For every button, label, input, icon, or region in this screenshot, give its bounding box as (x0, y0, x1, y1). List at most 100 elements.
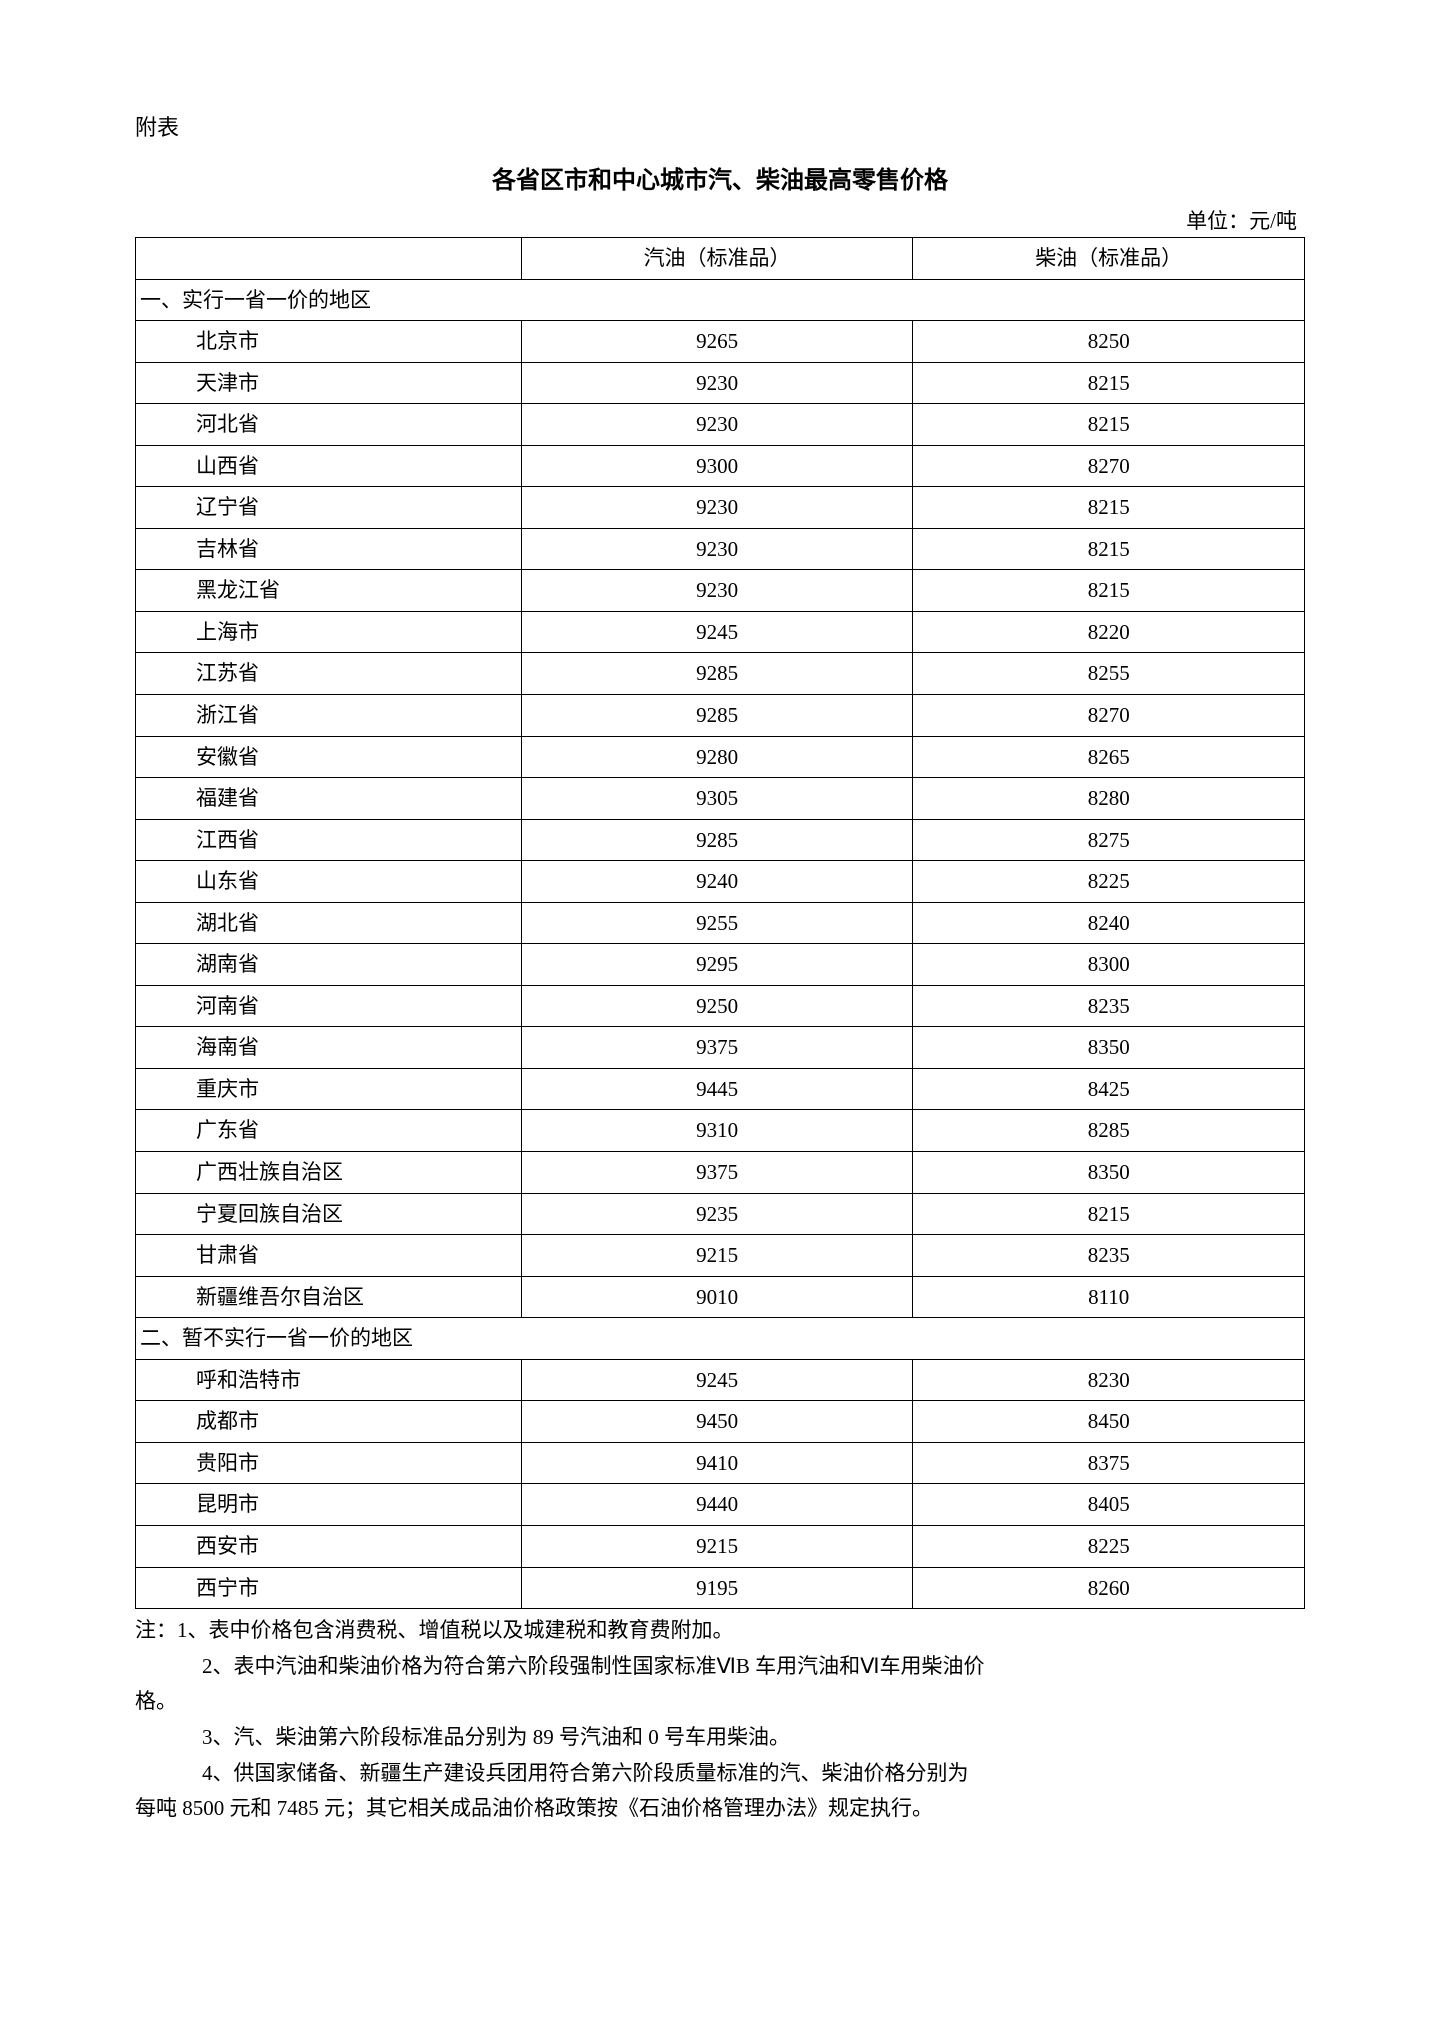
gasoline-cell: 9010 (521, 1276, 913, 1318)
gasoline-cell: 9450 (521, 1401, 913, 1443)
gasoline-cell: 9375 (521, 1152, 913, 1194)
gasoline-cell: 9310 (521, 1110, 913, 1152)
diesel-cell: 8275 (913, 819, 1305, 861)
diesel-cell: 8350 (913, 1027, 1305, 1069)
table-row: 河南省92508235 (136, 985, 1305, 1027)
region-cell: 河北省 (136, 404, 522, 446)
diesel-cell: 8255 (913, 653, 1305, 695)
diesel-cell: 8300 (913, 944, 1305, 986)
diesel-cell: 8215 (913, 487, 1305, 529)
diesel-cell: 8280 (913, 778, 1305, 820)
region-cell: 江西省 (136, 819, 522, 861)
section-header-row: 二、暂不实行一省一价的地区 (136, 1318, 1305, 1360)
table-row: 贵阳市94108375 (136, 1442, 1305, 1484)
gasoline-cell: 9410 (521, 1442, 913, 1484)
gasoline-cell: 9285 (521, 653, 913, 695)
region-cell: 海南省 (136, 1027, 522, 1069)
gasoline-cell: 9235 (521, 1193, 913, 1235)
table-row: 西安市92158225 (136, 1525, 1305, 1567)
table-row: 上海市92458220 (136, 611, 1305, 653)
diesel-cell: 8350 (913, 1152, 1305, 1194)
diesel-cell: 8225 (913, 861, 1305, 903)
diesel-cell: 8220 (913, 611, 1305, 653)
diesel-cell: 8215 (913, 528, 1305, 570)
table-row: 福建省93058280 (136, 778, 1305, 820)
note-label: 注： (135, 1613, 177, 1649)
gasoline-cell: 9255 (521, 902, 913, 944)
diesel-cell: 8240 (913, 902, 1305, 944)
diesel-cell: 8270 (913, 445, 1305, 487)
note-4: 4、供国家储备、新疆生产建设兵团用符合第六阶段质量标准的汽、柴油价格分别为 (135, 1756, 1305, 1792)
table-row: 江苏省92858255 (136, 653, 1305, 695)
table-row: 呼和浩特市92458230 (136, 1359, 1305, 1401)
unit-label: 单位：元/吨 (135, 205, 1305, 235)
table-row: 昆明市94408405 (136, 1484, 1305, 1526)
region-cell: 湖北省 (136, 902, 522, 944)
gasoline-cell: 9285 (521, 819, 913, 861)
table-row: 安徽省92808265 (136, 736, 1305, 778)
region-cell: 辽宁省 (136, 487, 522, 529)
diesel-cell: 8260 (913, 1567, 1305, 1609)
diesel-cell: 8215 (913, 362, 1305, 404)
attachment-label: 附表 (135, 110, 1305, 142)
region-cell: 广东省 (136, 1110, 522, 1152)
note-1: 注： 1、表中价格包含消费税、增值税以及城建税和教育费附加。 (135, 1613, 1305, 1649)
gasoline-cell: 9240 (521, 861, 913, 903)
gasoline-cell: 9440 (521, 1484, 913, 1526)
table-row: 山西省93008270 (136, 445, 1305, 487)
region-cell: 呼和浩特市 (136, 1359, 522, 1401)
col-header-gasoline: 汽油（标准品） (521, 238, 913, 280)
region-cell: 山东省 (136, 861, 522, 903)
table-row: 北京市92658250 (136, 321, 1305, 363)
col-header-diesel: 柴油（标准品） (913, 238, 1305, 280)
diesel-cell: 8450 (913, 1401, 1305, 1443)
region-cell: 宁夏回族自治区 (136, 1193, 522, 1235)
diesel-cell: 8250 (913, 321, 1305, 363)
diesel-cell: 8425 (913, 1068, 1305, 1110)
region-cell: 湖南省 (136, 944, 522, 986)
table-header-row: 汽油（标准品） 柴油（标准品） (136, 238, 1305, 280)
gasoline-cell: 9245 (521, 1359, 913, 1401)
table-row: 浙江省92858270 (136, 695, 1305, 737)
table-row: 宁夏回族自治区92358215 (136, 1193, 1305, 1235)
region-cell: 北京市 (136, 321, 522, 363)
table-row: 新疆维吾尔自治区90108110 (136, 1276, 1305, 1318)
table-row: 西宁市91958260 (136, 1567, 1305, 1609)
gasoline-cell: 9215 (521, 1525, 913, 1567)
region-cell: 重庆市 (136, 1068, 522, 1110)
gasoline-cell: 9230 (521, 528, 913, 570)
region-cell: 浙江省 (136, 695, 522, 737)
diesel-cell: 8265 (913, 736, 1305, 778)
table-row: 甘肃省92158235 (136, 1235, 1305, 1277)
diesel-cell: 8230 (913, 1359, 1305, 1401)
gasoline-cell: 9445 (521, 1068, 913, 1110)
region-cell: 广西壮族自治区 (136, 1152, 522, 1194)
table-row: 海南省93758350 (136, 1027, 1305, 1069)
gasoline-cell: 9230 (521, 570, 913, 612)
table-row: 广东省93108285 (136, 1110, 1305, 1152)
region-cell: 西安市 (136, 1525, 522, 1567)
table-row: 河北省92308215 (136, 404, 1305, 446)
gasoline-cell: 9230 (521, 487, 913, 529)
diesel-cell: 8235 (913, 985, 1305, 1027)
gasoline-cell: 9305 (521, 778, 913, 820)
col-header-region (136, 238, 522, 280)
region-cell: 天津市 (136, 362, 522, 404)
region-cell: 贵阳市 (136, 1442, 522, 1484)
page-title: 各省区市和中心城市汽、柴油最高零售价格 (135, 160, 1305, 195)
table-row: 湖南省92958300 (136, 944, 1305, 986)
gasoline-cell: 9230 (521, 404, 913, 446)
gasoline-cell: 9250 (521, 985, 913, 1027)
gasoline-cell: 9230 (521, 362, 913, 404)
region-cell: 山西省 (136, 445, 522, 487)
gasoline-cell: 9300 (521, 445, 913, 487)
gasoline-cell: 9295 (521, 944, 913, 986)
region-cell: 西宁市 (136, 1567, 522, 1609)
gasoline-cell: 9265 (521, 321, 913, 363)
note-2: 2、表中汽油和柴油价格为符合第六阶段强制性国家标准ⅥB 车用汽油和Ⅵ车用柴油价 (135, 1649, 1305, 1685)
table-row: 山东省92408225 (136, 861, 1305, 903)
gasoline-cell: 9245 (521, 611, 913, 653)
region-cell: 新疆维吾尔自治区 (136, 1276, 522, 1318)
note-1-text: 1、表中价格包含消费税、增值税以及城建税和教育费附加。 (177, 1613, 734, 1649)
diesel-cell: 8225 (913, 1525, 1305, 1567)
